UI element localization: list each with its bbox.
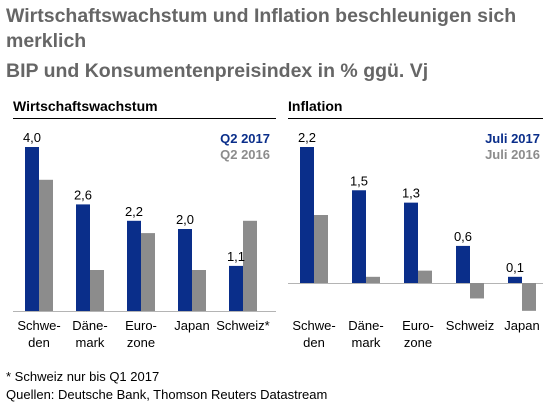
panel-title-growth: Wirtschaftswachstum <box>13 98 158 114</box>
growth-bar-previous <box>141 233 155 311</box>
growth-category-label: Schwe-den <box>17 318 60 350</box>
inflation-category-label: Schweiz <box>446 318 494 333</box>
inflation-bar-current <box>300 147 314 283</box>
inflation-bar-previous <box>418 270 432 283</box>
inflation-value-label: 2,2 <box>298 130 316 145</box>
panel-rule-growth <box>13 118 276 119</box>
growth-value-label: 2,2 <box>125 204 143 219</box>
inflation-bar-current <box>456 245 470 283</box>
inflation-bar-previous <box>522 283 536 311</box>
growth-bar-previous <box>243 220 257 311</box>
chart-title: Wirtschaftswachstum und Inflation beschl… <box>6 5 517 52</box>
inflation-bar-previous <box>314 215 328 283</box>
inflation-bar-previous <box>470 283 484 299</box>
inflation-bar-current <box>508 276 522 283</box>
legend-inflation: Juli 2017 Juli 2016 <box>420 131 540 163</box>
growth-value-label: 2,6 <box>74 187 92 202</box>
inflation-category-label: Däne-mark <box>348 318 383 350</box>
legend-growth-current: Q2 2017 <box>220 131 270 146</box>
footnote: * Schweiz nur bis Q1 2017 <box>6 369 160 384</box>
growth-bar-current <box>25 147 39 311</box>
growth-bar-previous <box>192 270 206 311</box>
inflation-value-label: 0,1 <box>506 260 524 275</box>
source-note: Quellen: Deutsche Bank, Thomson Reuters … <box>6 387 328 402</box>
legend-inflation-previous: Juli 2016 <box>485 147 540 162</box>
inflation-category-label: Euro-zone <box>402 318 434 350</box>
growth-category-label: Däne-mark <box>72 318 107 350</box>
growth-value-label: 1,1 <box>227 249 245 264</box>
growth-value-label: 4,0 <box>23 130 41 145</box>
inflation-category-label: Japan <box>504 318 539 333</box>
growth-bar-current <box>229 265 243 311</box>
growth-bar-current <box>178 229 192 311</box>
growth-category-label: Euro-zone <box>125 318 157 350</box>
inflation-category-label: Schwe-den <box>292 318 335 350</box>
growth-bar-previous <box>90 270 104 311</box>
growth-bar-current <box>127 220 141 311</box>
legend-growth-previous: Q2 2016 <box>220 147 270 162</box>
legend-inflation-current: Juli 2017 <box>485 131 540 146</box>
growth-bar-previous <box>39 179 53 311</box>
inflation-value-label: 1,3 <box>402 186 420 201</box>
growth-category-label: Schweiz* <box>216 318 269 333</box>
inflation-bar-current <box>352 190 366 283</box>
panel-title-inflation: Inflation <box>288 98 343 114</box>
chart-subtitle: BIP und Konsumentenpreisindex in % ggü. … <box>6 60 429 82</box>
growth-bar-current <box>76 204 90 311</box>
inflation-value-label: 1,5 <box>350 173 368 188</box>
growth-category-label: Japan <box>174 318 209 333</box>
inflation-bar-current <box>404 202 418 283</box>
panel-rule-inflation <box>288 118 543 119</box>
inflation-value-label: 0,6 <box>454 229 472 244</box>
legend-growth: Q2 2017 Q2 2016 <box>150 131 270 163</box>
inflation-bar-previous <box>366 276 380 283</box>
growth-value-label: 2,0 <box>176 212 194 227</box>
